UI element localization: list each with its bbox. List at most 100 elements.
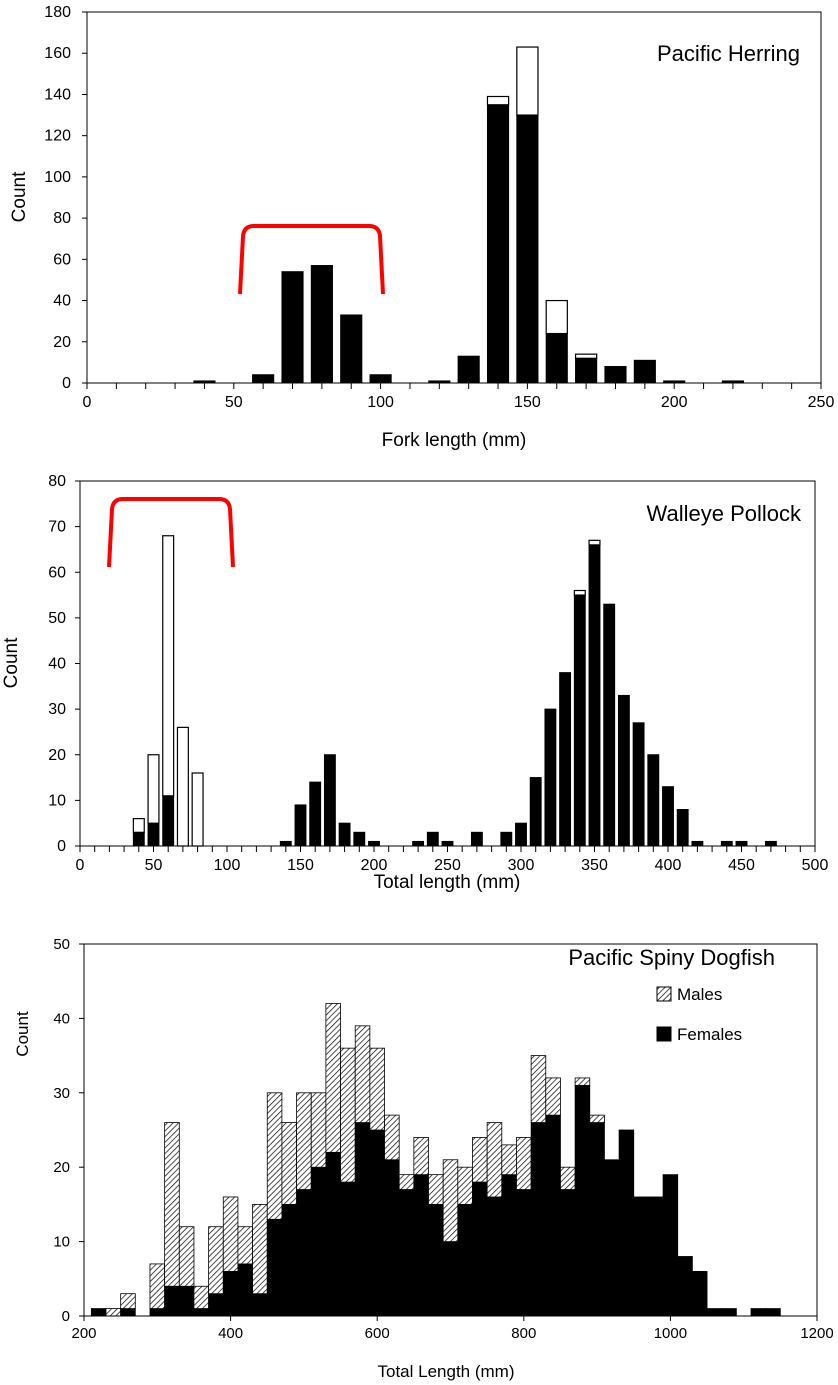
x-tick-label: 250 [434,857,461,874]
x-tick-label: 400 [655,857,682,874]
y-tick-label: 10 [48,792,66,809]
bar-females [618,1129,635,1317]
y-tick-label: 0 [62,1308,70,1325]
bar-females [706,1308,723,1317]
bar-solid [470,831,483,847]
bar-males [296,1092,312,1190]
bar-males [530,1055,547,1123]
bar-males [369,1047,385,1131]
bar-solid [735,840,748,847]
bar-females [721,1308,737,1317]
bar-females [164,1285,180,1317]
y-axis-label: Count [13,1011,32,1057]
bar-solid [294,804,307,847]
x-tick-label: 200 [361,857,388,874]
bar-solid [544,708,557,847]
bar-females [648,1196,664,1317]
bar-males [398,1174,415,1190]
bar-females [530,1122,547,1317]
bar-males [560,1166,576,1190]
bar-males [413,1137,429,1176]
bar-solid [632,722,645,847]
bar-solid [647,754,660,847]
bar-males [442,1159,459,1243]
bar-females [428,1204,444,1317]
bar-females [677,1256,693,1317]
bar-females [589,1122,605,1317]
bar-females [237,1263,253,1317]
bar-solid [310,265,333,384]
bar-solid [426,831,439,847]
bar-females [604,1159,620,1317]
x-tick-label: 50 [145,857,163,874]
y-tick-label: 50 [53,936,70,953]
bar-females [310,1166,327,1317]
bar-males [545,1077,561,1116]
bar-solid [720,840,733,847]
bar-females [340,1181,356,1317]
x-tick-label: 150 [514,394,541,411]
bar-solid [545,333,568,384]
plot-area-border [86,11,822,384]
bar-solid [676,809,689,847]
bar-solid [441,840,454,847]
bar-open [574,353,598,359]
y-tick-label: 0 [57,838,66,855]
x-tick-label: 600 [365,1325,390,1342]
bar-solid [323,754,336,847]
walleye-pollock-chart: Walleye Pollock Total length (mm) Count … [1,473,828,893]
bar-females [252,1293,268,1317]
bar-females [633,1196,649,1317]
x-tick-label: 350 [581,857,608,874]
red-bracket-annotation [238,224,385,295]
legend-males-label: Males [677,985,722,1004]
bar-females [398,1189,415,1317]
y-tick-label: 160 [44,45,71,62]
bar-solid [309,781,322,847]
bar-males [105,1308,122,1317]
bar-females [750,1308,767,1317]
bar-solid [457,355,480,384]
bar-females [413,1174,429,1317]
bar-solid [369,374,392,384]
y-tick-label: 40 [48,656,66,673]
bar-open [516,46,539,116]
y-tick-label: 70 [48,519,66,536]
bar-solid [662,786,674,847]
x-tick-label: 200 [71,1325,96,1342]
plot-area-border [79,480,816,847]
bar-females [120,1308,136,1317]
bar-solid [691,840,704,847]
y-tick-label: 20 [48,747,66,764]
bar-males [501,1144,517,1176]
bar-solid [573,594,586,847]
bar-solid [279,840,292,847]
bar-females [149,1308,166,1317]
y-axis-label: Count [9,171,30,222]
x-tick-label: 150 [287,857,314,874]
bar-females [193,1308,210,1317]
bar-solid [516,114,539,384]
bar-males [486,1122,503,1198]
x-tick-label: 100 [214,857,241,874]
bar-males [164,1122,180,1287]
bar-solid [529,777,542,847]
y-tick-label: 120 [44,128,71,145]
bar-solid [252,374,275,384]
bar-males [340,1047,356,1183]
bar-solid [603,603,616,847]
chart-title: Pacific Spiny Dogfish [568,945,775,970]
bar-males [472,1137,488,1183]
bar-open [588,539,601,546]
bar-females [281,1204,297,1317]
y-tick-label: 140 [44,86,71,103]
bar-females [369,1129,385,1317]
bar-open [176,726,189,847]
chart-title: Pacific Herring [657,41,800,66]
bar-females [354,1122,371,1317]
bar-males [120,1293,136,1309]
y-tick-label: 60 [48,564,66,581]
bar-solid [338,822,351,847]
bar-females [442,1241,459,1317]
